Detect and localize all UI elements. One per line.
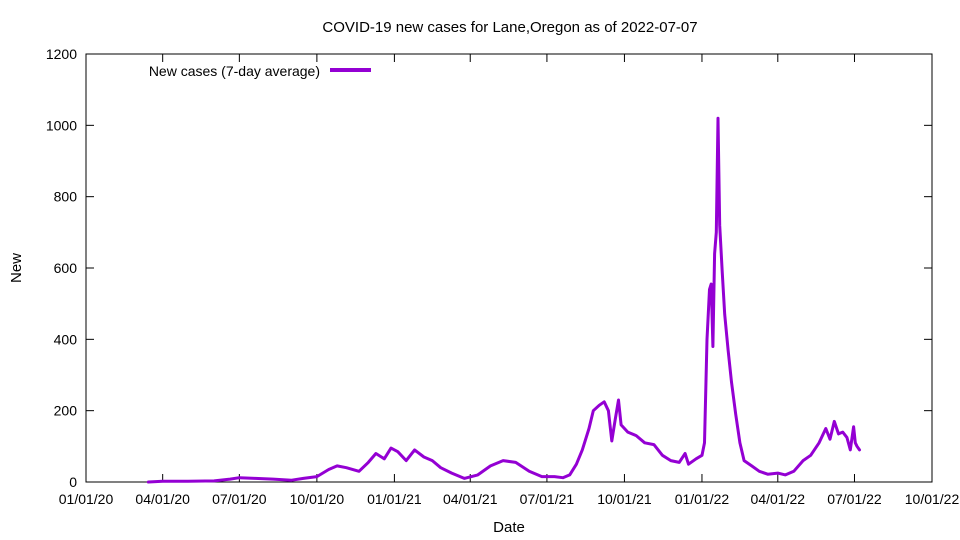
x-tick-label: 10/01/22 <box>905 491 960 507</box>
y-tick-label: 800 <box>54 189 78 205</box>
x-tick-label: 07/01/21 <box>520 491 575 507</box>
x-tick-label: 01/01/20 <box>59 491 114 507</box>
legend: New cases (7-day average) <box>149 63 371 79</box>
x-axis-label: Date <box>493 519 525 536</box>
y-tick-label: 1200 <box>46 46 77 62</box>
series-line <box>146 116 861 484</box>
y-tick-label: 0 <box>69 474 77 490</box>
x-tick-label: 07/01/20 <box>212 491 267 507</box>
y-tick-label: 1000 <box>46 117 77 133</box>
x-tick-label: 01/01/22 <box>675 491 730 507</box>
y-tick-label: 400 <box>54 331 78 347</box>
x-tick-label: 04/01/22 <box>751 491 806 507</box>
chart-title: COVID-19 new cases for Lane,Oregon as of… <box>322 19 697 36</box>
x-axis: 01/01/20 04/01/20 07/01/20 10/01/20 01/01/21… <box>59 54 960 507</box>
y-axis: 0 200 400 600 800 1000 1200 <box>46 46 932 490</box>
x-tick-label: 10/01/20 <box>290 491 345 507</box>
x-tick-label: 07/01/22 <box>827 491 882 507</box>
x-tick-label: 04/01/21 <box>443 491 498 507</box>
plot-frame <box>85 53 933 483</box>
legend-label: New cases (7-day average) <box>149 63 320 79</box>
series-group <box>146 116 861 484</box>
y-axis-label: New <box>8 253 25 283</box>
x-tick-label: 10/01/21 <box>597 491 652 507</box>
x-tick-label: 01/01/21 <box>367 491 422 507</box>
y-tick-label: 600 <box>54 260 78 276</box>
y-tick-label: 200 <box>54 403 78 419</box>
x-tick-label: 04/01/20 <box>135 491 190 507</box>
